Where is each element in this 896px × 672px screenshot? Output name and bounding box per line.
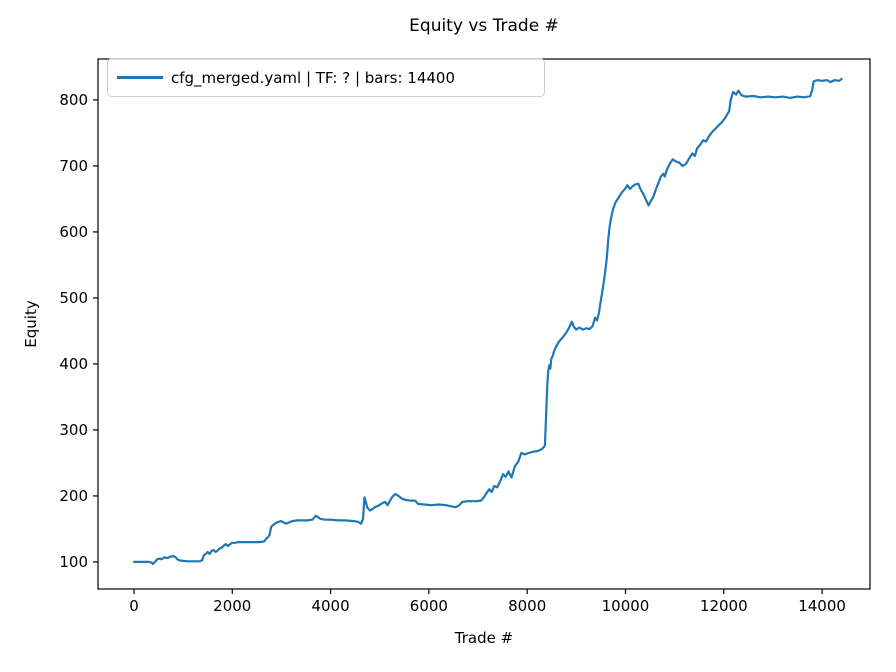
y-tick-label: 500 (59, 288, 88, 307)
x-tick-label: 10000 (601, 597, 650, 615)
y-tick-label: 200 (59, 486, 88, 505)
x-tick-label: 6000 (409, 597, 448, 615)
y-tick-label: 800 (59, 90, 88, 109)
y-tick-label: 300 (59, 420, 88, 439)
x-tick-label: 12000 (699, 597, 748, 615)
y-axis-label: Equity (22, 300, 40, 348)
x-tick-label: 8000 (508, 597, 547, 615)
y-tick-label: 100 (59, 552, 88, 571)
x-axis-label: Trade # (454, 629, 514, 647)
y-tick-label: 400 (59, 354, 88, 373)
x-tick-label: 14000 (798, 597, 846, 615)
y-tick-label: 700 (59, 156, 88, 175)
plot-spines (97, 58, 871, 590)
legend-series-label: cfg_merged.yaml | TF: ? | bars: 14400 (171, 68, 456, 87)
x-tick-label: 0 (129, 597, 139, 615)
chart-title: Equity vs Trade # (409, 16, 559, 36)
y-tick-label: 600 (59, 222, 88, 241)
legend-line-swatch (117, 76, 163, 79)
equity-line (132, 77, 843, 566)
legend: cfg_merged.yaml | TF: ? | bars: 14400 (107, 58, 545, 97)
x-tick-label: 2000 (213, 597, 252, 615)
x-tick-label: 4000 (311, 597, 350, 615)
